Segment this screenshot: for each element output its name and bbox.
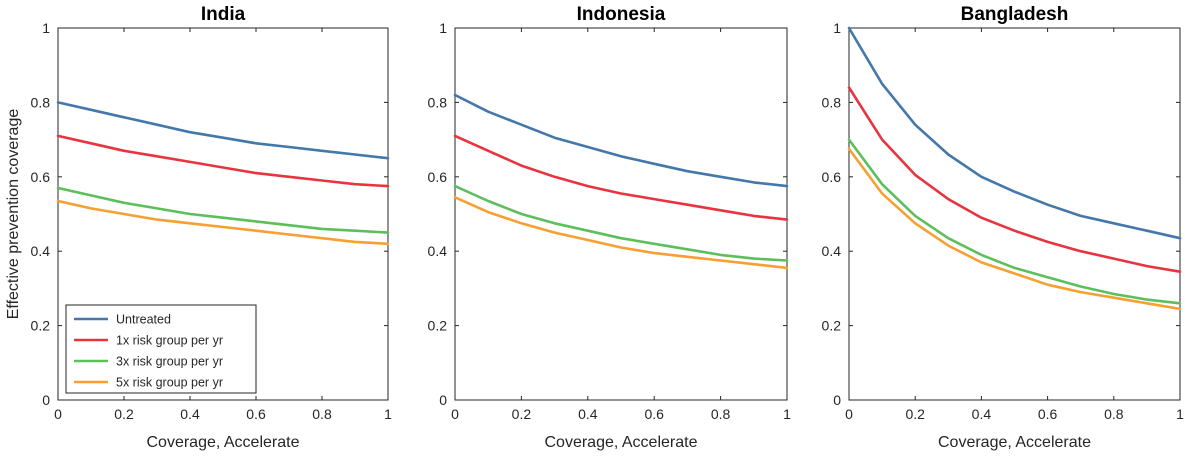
legend-label-3x-risk-group-per-yr: 3x risk group per yr bbox=[116, 355, 223, 369]
series-line-3x-risk-group-per-yr bbox=[453, 184, 789, 262]
x-tick-label: 0.4 bbox=[578, 406, 598, 422]
axes-box bbox=[57, 27, 389, 401]
x-tick-label: 0.4 bbox=[180, 406, 200, 422]
x-tick-label: 0 bbox=[845, 406, 853, 422]
y-tick-label: 0.2 bbox=[428, 318, 448, 334]
panel-title: Indonesia bbox=[577, 4, 666, 25]
x-tick-label: 1 bbox=[1176, 406, 1184, 422]
x-tick-label: 1 bbox=[783, 406, 791, 422]
x-tick-label: 0.8 bbox=[312, 406, 332, 422]
x-tick-label: 0.2 bbox=[512, 406, 532, 422]
legend-label-untreated: Untreated bbox=[116, 313, 171, 327]
x-axis-label: Coverage, Accelerate bbox=[545, 434, 698, 451]
series-line-1x-risk-group-per-yr bbox=[847, 86, 1182, 274]
legend-label-5x-risk-group-per-yr: 5x risk group per yr bbox=[116, 376, 223, 390]
panel-india: 0 0.2 0.4 0.6 0.8 1 0 0.2 0.4 0.6 0.8 1 India Coverag… bbox=[5, 4, 392, 451]
y-tick-label: 0.2 bbox=[822, 318, 842, 334]
x-tick-label: 0.6 bbox=[1038, 406, 1058, 422]
panel-bangladesh: 0 0.2 0.4 0.6 0.8 1 0 0.2 0.4 0.6 0.8 1 Bangladesh Co… bbox=[822, 4, 1185, 451]
series-line-untreated bbox=[56, 101, 390, 160]
x-tick-label: 0 bbox=[54, 406, 62, 422]
axes-box bbox=[848, 27, 1181, 401]
x-tick-label: 0.2 bbox=[114, 406, 134, 422]
x-tick-label: 0.8 bbox=[711, 406, 731, 422]
series-line-untreated bbox=[847, 26, 1182, 240]
y-tick-label: 0.8 bbox=[428, 94, 448, 110]
x-tick-label: 0.4 bbox=[972, 406, 992, 422]
x-tick-label: 0.6 bbox=[246, 406, 266, 422]
y-tick-label: 0.4 bbox=[428, 243, 448, 259]
series-line-3x-risk-group-per-yr bbox=[56, 186, 390, 234]
y-tick-label: 1 bbox=[833, 20, 841, 36]
y-tick-label: 0.2 bbox=[31, 318, 51, 334]
y-tick-label: 0.4 bbox=[822, 243, 842, 259]
y-tick-label: 0.8 bbox=[822, 94, 842, 110]
panel-indonesia: 0 0.2 0.4 0.6 0.8 1 0 0.2 0.4 0.6 0.8 1 Indonesia Cov… bbox=[428, 4, 792, 451]
y-tick-label: 0 bbox=[439, 392, 447, 408]
x-axis-label: Coverage, Accelerate bbox=[938, 434, 1091, 451]
y-tick-label: 0.6 bbox=[31, 169, 51, 185]
legend: Untreated 1x risk group per yr 3x risk gro… bbox=[65, 304, 257, 394]
y-tick-label: 0 bbox=[42, 392, 50, 408]
x-tick-label: 0.8 bbox=[1104, 406, 1124, 422]
axes-box bbox=[454, 27, 788, 401]
y-tick-label: 1 bbox=[439, 20, 447, 36]
series-line-1x-risk-group-per-yr bbox=[453, 134, 789, 221]
x-tick-label: 0 bbox=[451, 406, 459, 422]
y-tick-label: 0.8 bbox=[31, 94, 51, 110]
series-line-5x-risk-group-per-yr bbox=[453, 196, 789, 270]
panel-title: Bangladesh bbox=[961, 4, 1069, 25]
panel-title: India bbox=[201, 4, 246, 25]
series-line-untreated bbox=[453, 93, 789, 188]
x-tick-label: 0.6 bbox=[644, 406, 664, 422]
series-line-5x-risk-group-per-yr bbox=[56, 199, 390, 246]
legend-label-1x-risk-group-per-yr: 1x risk group per yr bbox=[116, 334, 223, 348]
y-tick-label: 0 bbox=[833, 392, 841, 408]
series-line-5x-risk-group-per-yr bbox=[847, 147, 1182, 311]
y-axis-label: Effective prevention coverage bbox=[5, 109, 22, 320]
series-line-1x-risk-group-per-yr bbox=[56, 134, 390, 188]
y-tick-label: 0.6 bbox=[822, 169, 842, 185]
x-tick-label: 0.2 bbox=[905, 406, 925, 422]
series-line-3x-risk-group-per-yr bbox=[847, 138, 1182, 305]
y-tick-label: 1 bbox=[42, 20, 50, 36]
x-axis-label: Coverage, Accelerate bbox=[147, 434, 300, 451]
y-tick-label: 0.6 bbox=[428, 169, 448, 185]
x-tick-label: 1 bbox=[384, 406, 392, 422]
y-tick-label: 0.4 bbox=[31, 243, 51, 259]
